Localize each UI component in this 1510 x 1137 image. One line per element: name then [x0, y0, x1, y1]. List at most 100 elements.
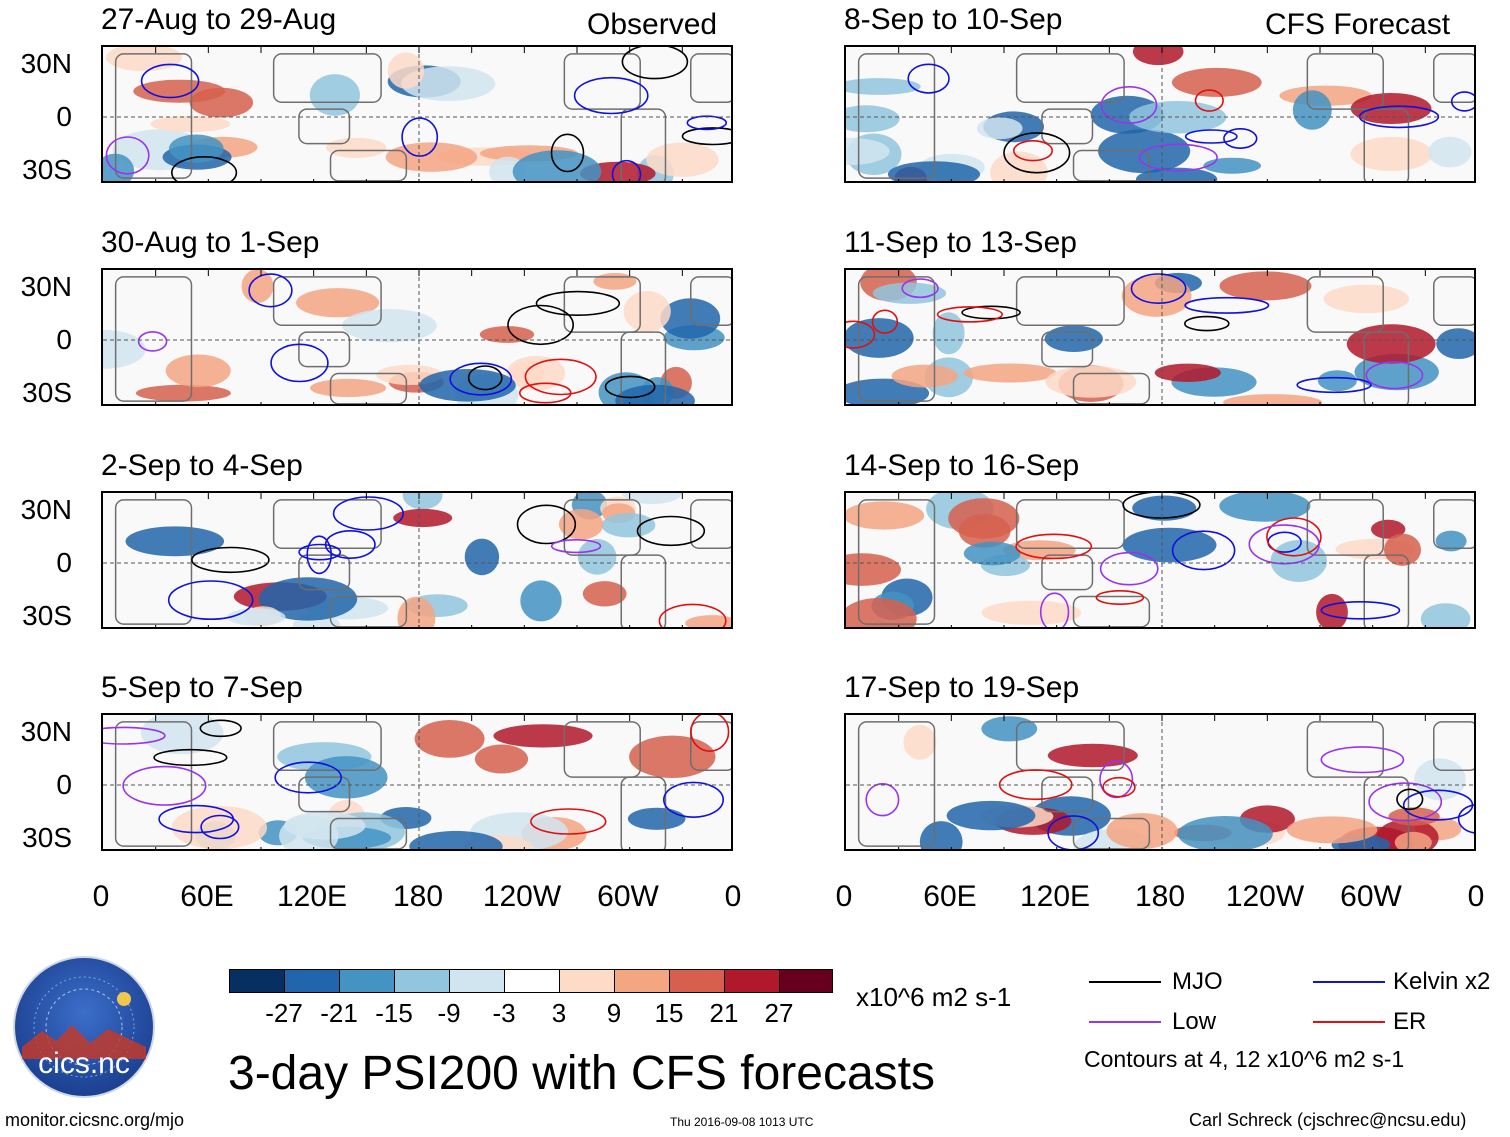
coastline [1306, 53, 1384, 110]
coastline [114, 53, 193, 179]
observed-header: Observed [587, 8, 718, 41]
wave-contour [1365, 361, 1424, 390]
psi-anomaly-blob [623, 290, 671, 332]
wave-contour [530, 808, 607, 835]
map-panel-fc-1 [844, 45, 1476, 183]
coastline [857, 53, 936, 179]
colorbar-box [229, 969, 285, 993]
coastline [1433, 276, 1474, 326]
wave-contour [658, 603, 727, 627]
wave-contour [200, 814, 240, 840]
coastline [857, 276, 936, 402]
psi-anomaly-blob [409, 830, 503, 849]
wave-contour [550, 133, 585, 173]
psi-anomaly-blob [385, 142, 478, 172]
lat-label-30s: 30S [22, 822, 72, 853]
psi-anomaly-blob [1428, 136, 1472, 168]
wave-contour [449, 362, 513, 396]
colorbar-label: 15 [654, 998, 684, 1028]
psi-anomaly-blob [615, 384, 695, 404]
wave-contour [140, 63, 200, 99]
wave-contour [550, 538, 602, 554]
psi-anomaly-blob [227, 608, 286, 626]
psi-anomaly-blob [1044, 325, 1103, 352]
wave-contour [306, 535, 332, 575]
coastline [1015, 499, 1125, 549]
panel-title-fc-2: 11-Sep to 13-Sep [844, 226, 1077, 259]
psi-anomaly-blob [1323, 284, 1409, 314]
panel-title-obs-1: 27-Aug to 29-Aug [101, 3, 337, 36]
legend-label-mjo: MJO [1172, 968, 1223, 995]
psi-anomaly-blob [577, 539, 617, 575]
wave-contour [191, 546, 270, 574]
wave-contour [167, 580, 254, 621]
footer-url[interactable]: monitor.cicsnc.org/mjo [5, 1110, 185, 1130]
map-panel-obs-3 [101, 491, 733, 629]
wave-contour [1171, 530, 1236, 571]
legend-label-low: Low [1172, 1008, 1217, 1035]
map-panel-obs-4 [101, 713, 733, 851]
psi-anomaly-blob [903, 724, 937, 760]
psi-anomaly-blob [1177, 816, 1273, 849]
lon-label-0: 0 [835, 880, 853, 913]
psi-anomaly-blob [103, 329, 146, 369]
psi-anomaly-blob [919, 821, 963, 849]
wave-contour [690, 715, 730, 752]
psi-anomaly-blob [846, 501, 925, 530]
coastline [690, 721, 731, 771]
psi-anomaly-blob [846, 318, 914, 358]
map-panel-fc-4 [844, 713, 1476, 851]
coastline [298, 108, 351, 145]
map-panel-fc-3 [844, 491, 1476, 629]
wave-contour [1138, 143, 1218, 172]
panel-title-obs-3: 2-Sep to 4-Sep [101, 449, 303, 482]
panel-title-fc-1: 8-Sep to 10-Sep [844, 3, 1063, 36]
psi-anomaly-blob [165, 354, 231, 388]
wave-contour [401, 117, 439, 157]
wave-contour [573, 76, 649, 115]
colorbar-box [339, 969, 395, 993]
colorbar-box [614, 969, 670, 993]
panel-title-fc-3: 14-Sep to 16-Sep [844, 449, 1080, 482]
wave-contour [1223, 128, 1258, 150]
wave-contour [518, 382, 572, 404]
wave-contour [865, 782, 900, 817]
coastline [690, 276, 731, 326]
lat-label-30s: 30S [22, 600, 72, 631]
psi-anomaly-blob [393, 508, 453, 528]
wave-contour [122, 765, 207, 806]
wave-contour [907, 63, 950, 94]
psi-anomaly-blob [685, 615, 731, 627]
wave-contour [686, 115, 728, 131]
colorbar-box [669, 969, 725, 993]
legend-line-kelvin [1313, 981, 1385, 983]
psi-anomaly-blob [1414, 758, 1466, 801]
colorbar-box [559, 969, 615, 993]
wave-contour [621, 47, 689, 80]
coastline [1363, 331, 1410, 404]
psi-anomaly-blob [169, 134, 224, 163]
lat-label-0: 0 [56, 547, 72, 578]
psi-anomaly-blob [1394, 831, 1432, 849]
coastline [298, 776, 351, 813]
psi-anomaly-blob [1384, 533, 1421, 566]
lat-label-30n: 30N [20, 271, 72, 302]
lon-label-180: 180 [1134, 880, 1186, 913]
legend-line-mjo [1089, 981, 1161, 983]
wave-contour [105, 136, 150, 175]
psi-anomaly-blob [1435, 530, 1467, 552]
coastline [1041, 554, 1094, 591]
psi-anomaly-blob [387, 52, 425, 89]
wave-contour [199, 719, 242, 738]
wave-contour [636, 515, 706, 547]
legend-line-er [1313, 1021, 1385, 1023]
lon-label-180: 180 [392, 880, 444, 913]
wave-contour [1396, 788, 1424, 811]
lon-label-120e: 120E [1019, 880, 1091, 913]
wave-contour [1296, 376, 1372, 394]
lon-label-120e: 120E [276, 880, 348, 913]
wave-contour [662, 781, 724, 819]
psi-anomaly-blob [1045, 365, 1137, 398]
psi-anomaly-blob [846, 598, 917, 627]
psi-anomaly-blob [981, 600, 1082, 625]
